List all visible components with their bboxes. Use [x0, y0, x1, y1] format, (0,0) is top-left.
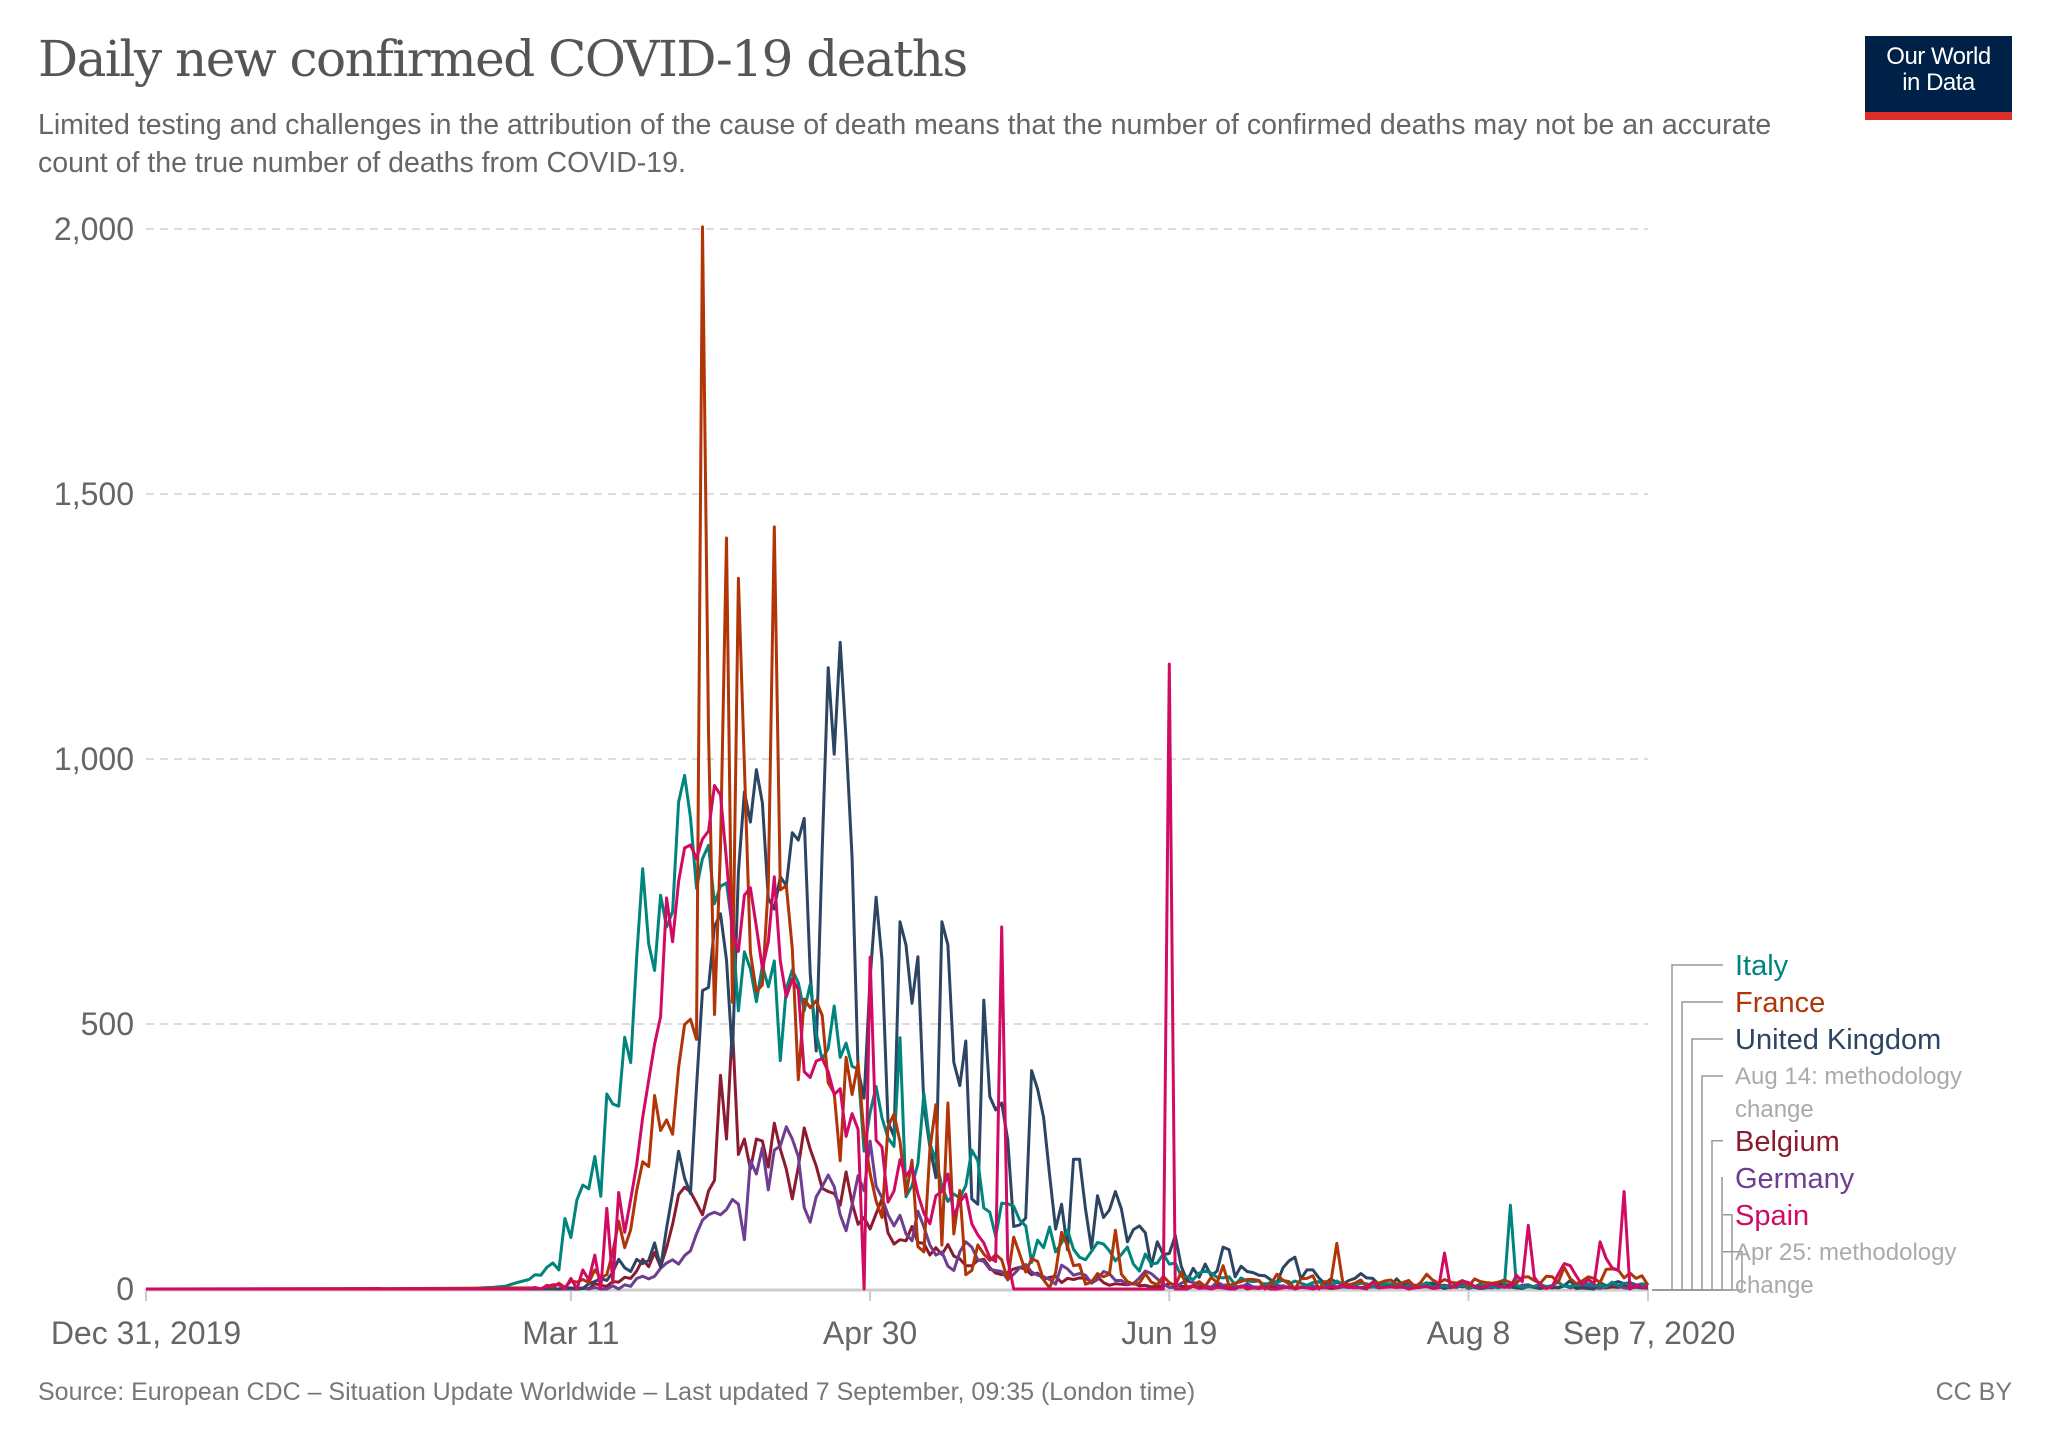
legend-connector [1652, 1251, 1743, 1291]
legend-item-france: France [1735, 987, 1825, 1019]
legend-item-italy: Italy [1735, 950, 1789, 982]
y-tick-label: 2,000 [54, 211, 134, 247]
legend-annotation: Apr 25: methodology [1735, 1239, 1956, 1266]
legend-annotation: change [1735, 1096, 1814, 1123]
x-tick-label: Apr 30 [823, 1315, 917, 1351]
legend-item-spain: Spain [1735, 1200, 1809, 1232]
x-tick-label: Mar 11 [522, 1315, 619, 1351]
legend-annotation: Aug 14: methodology [1735, 1063, 1962, 1090]
logo-text: Our World in Data [1865, 36, 2012, 96]
series-line-france [145, 225, 1650, 1291]
y-axis: 0 500 1,000 1,500 2,000 [54, 211, 134, 1307]
owid-logo[interactable]: Our World in Data [1865, 36, 2012, 120]
legend-annotation: change [1735, 1272, 1814, 1299]
legend-item-united-kingdom: United Kingdom [1735, 1024, 1941, 1056]
logo-accent-bar [1865, 112, 2012, 120]
y-tick-label: 500 [81, 1006, 134, 1042]
series-line-spain [146, 662, 1649, 1291]
y-tick-label: 0 [116, 1271, 134, 1307]
series-lines [145, 225, 1650, 1291]
source-note[interactable]: Source: European CDC – Situation Update … [38, 1378, 1196, 1406]
series-line-united-kingdom [146, 640, 1649, 1291]
legend: Italy France United Kingdom Aug 14: methodo… [1652, 950, 1962, 1299]
x-tick-label: Sep 7, 2020 [1563, 1315, 1736, 1351]
x-axis: Dec 31, 2019 Mar 11 Apr 30 Jun 19 Aug 8 Sep 7… [51, 1288, 1736, 1351]
legend-item-germany: Germany [1735, 1163, 1855, 1195]
logo-line-1: Our World [1886, 43, 1991, 70]
legend-connector [1652, 1140, 1723, 1291]
y-tick-label: 1,000 [54, 741, 134, 777]
logo-line-2: in Data [1902, 69, 1975, 96]
legend-item-belgium: Belgium [1735, 1126, 1840, 1158]
x-tick-label: Jun 19 [1121, 1315, 1217, 1351]
x-tick-label: Aug 8 [1427, 1315, 1511, 1351]
y-tick-label: 1,500 [54, 476, 134, 512]
series-line-germany [146, 1125, 1649, 1291]
license-link[interactable]: CC BY [1935, 1378, 2012, 1406]
chart-subtitle: Limited testing and challenges in the at… [38, 109, 1772, 179]
gridlines [146, 228, 1648, 1025]
x-tick-label: Dec 31, 2019 [51, 1315, 241, 1351]
chart-title: Daily new confirmed COVID-19 deaths [38, 30, 968, 88]
